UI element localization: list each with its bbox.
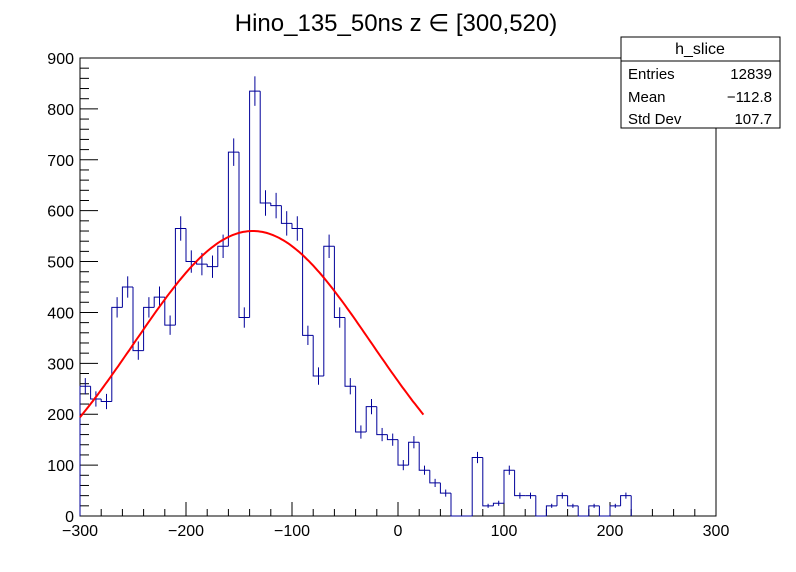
y-axis: 0 100 200 300 400 500 600 700 800 900 <box>47 51 98 526</box>
histogram-bin <box>227 151 239 247</box>
histogram-bin <box>249 90 261 318</box>
histogram-bin <box>143 306 155 351</box>
histogram-bin <box>259 91 271 204</box>
stats-label-mean: Mean <box>628 89 666 106</box>
histogram-bin <box>492 502 504 506</box>
x-tick-label: 300 <box>703 523 730 540</box>
stats-label-stddev: Std Dev <box>628 111 682 128</box>
y-tick-label: 500 <box>47 255 74 272</box>
chart-title: Hino_135_50ns z ∈ [300,520) <box>235 10 557 37</box>
histogram-bin <box>270 203 282 207</box>
histogram-bin <box>567 495 579 507</box>
histogram-bin <box>238 152 250 319</box>
x-tick-label: 100 <box>491 523 518 540</box>
histogram-bin <box>535 495 547 517</box>
histogram-bin <box>206 264 218 268</box>
histogram-bin <box>609 505 621 516</box>
histogram-bin <box>365 406 377 433</box>
y-tick-label: 600 <box>47 204 74 221</box>
histogram-bin <box>174 227 186 326</box>
histogram-bin <box>450 493 462 517</box>
histogram-bin <box>291 223 303 229</box>
histogram-bin <box>90 386 102 400</box>
histogram-bin <box>185 228 197 263</box>
histogram-bin <box>439 482 451 494</box>
histogram-bin <box>577 505 589 517</box>
x-axis: −300 −200 −100 0 100 200 300 <box>62 502 729 540</box>
histogram-bin <box>100 398 112 402</box>
histogram-bin <box>312 335 324 377</box>
y-tick-label: 900 <box>47 51 74 68</box>
histogram-bin <box>556 495 568 506</box>
histogram-bin <box>376 406 388 436</box>
x-tick-label: −100 <box>274 523 310 540</box>
stats-value-mean: −112.8 <box>727 89 772 106</box>
x-tick-label: −300 <box>62 523 98 540</box>
stats-box-frame <box>620 36 781 129</box>
histogram-bin <box>153 296 165 308</box>
stats-box: h_slice Entries 12839 Mean −112.8 Std De… <box>620 36 781 129</box>
stats-label-entries: Entries <box>628 66 675 83</box>
histogram-bin <box>323 245 335 377</box>
stats-value-stddev: 107.7 <box>734 111 772 128</box>
histogram-bin <box>503 469 515 504</box>
y-tick-label: 700 <box>47 153 74 170</box>
histogram-bin <box>397 439 409 466</box>
x-tick-label: −200 <box>168 523 204 540</box>
y-tick-label: 300 <box>47 356 74 373</box>
histogram-bin <box>418 442 430 471</box>
histogram-series <box>79 90 632 517</box>
histogram-bin <box>514 470 526 497</box>
histogram-bin <box>588 505 600 516</box>
fit-curve <box>79 230 425 418</box>
stats-box-title: h_slice <box>675 41 725 58</box>
y-tick-label: 100 <box>47 458 74 475</box>
histogram-bin <box>408 441 420 466</box>
stats-value-entries: 12839 <box>730 66 772 83</box>
histogram-bin <box>482 457 494 507</box>
histogram-bin <box>302 228 314 336</box>
histogram-bin <box>111 306 123 402</box>
histogram-bin <box>121 286 133 308</box>
histogram-bin <box>79 385 91 516</box>
error-bars <box>84 76 627 508</box>
histogram-bin <box>333 246 345 319</box>
histogram-bin <box>429 470 441 484</box>
histogram-bin <box>344 317 356 387</box>
histogram-bin <box>355 386 367 433</box>
y-tick-label: 200 <box>47 407 74 424</box>
histogram-bin <box>132 287 144 352</box>
y-tick-label: 0 <box>65 509 74 526</box>
histogram-bin <box>386 434 398 441</box>
y-tick-label: 400 <box>47 305 74 322</box>
histogram-bin <box>598 505 610 517</box>
histogram-bin <box>217 245 229 267</box>
histogram-bin <box>620 495 632 506</box>
y-tick-label: 800 <box>47 102 74 119</box>
histogram-bin <box>280 205 292 224</box>
histogram-bin <box>471 456 483 516</box>
histogram-bin <box>545 505 557 516</box>
x-tick-label: 200 <box>597 523 624 540</box>
histogram-bin <box>164 297 176 326</box>
x-tick-label: 0 <box>394 523 403 540</box>
